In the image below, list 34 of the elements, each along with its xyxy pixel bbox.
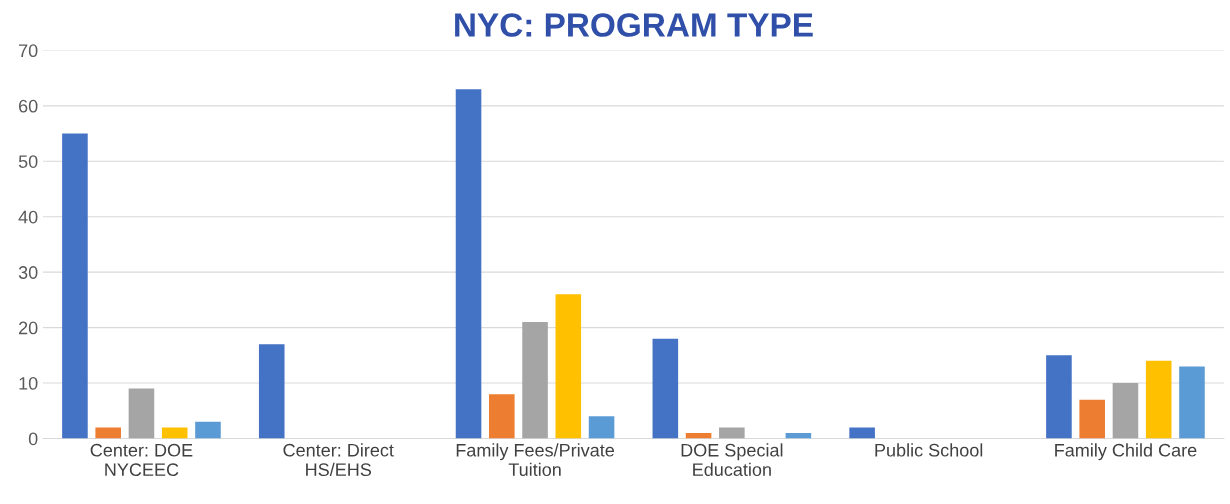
bar	[1046, 355, 1072, 439]
y-tick-label: 30	[18, 266, 38, 279]
chart-title: NYC: PROGRAM TYPE	[455, 13, 813, 37]
y-tick-label: 60	[19, 99, 38, 113]
y-tick-label: 40	[18, 210, 38, 224]
bar	[1145, 360, 1172, 439]
bar	[128, 388, 155, 439]
bar	[195, 421, 221, 439]
bar	[489, 394, 515, 439]
bar	[161, 427, 188, 439]
bar	[588, 416, 615, 439]
bar	[652, 338, 679, 439]
bar	[555, 294, 582, 439]
x-tick-label: Center: DOE NYCEEC	[90, 443, 193, 477]
y-tick-label: 50	[18, 155, 38, 168]
x-tick-label: DOE Special Education	[681, 443, 783, 477]
bar	[1179, 366, 1205, 439]
bar	[258, 344, 285, 439]
x-tick-label: Family Fees/Private Tuition	[456, 443, 615, 477]
x-tick-label: Public School	[875, 443, 983, 457]
bar	[95, 427, 121, 439]
y-tick-label: 0	[28, 432, 38, 446]
bar	[62, 133, 88, 439]
y-tick-label: 10	[19, 376, 38, 390]
bar	[455, 89, 482, 439]
bar	[1079, 399, 1105, 439]
bar	[719, 427, 745, 439]
x-tick-label: Family Child Care	[1055, 443, 1197, 461]
y-tick-label: 20	[19, 321, 38, 335]
bar	[849, 427, 875, 439]
bar	[1112, 383, 1139, 439]
y-tick-label: 70	[19, 44, 38, 58]
bar	[522, 322, 548, 439]
x-tick-label: Center: Direct HS/EHS	[283, 443, 394, 477]
